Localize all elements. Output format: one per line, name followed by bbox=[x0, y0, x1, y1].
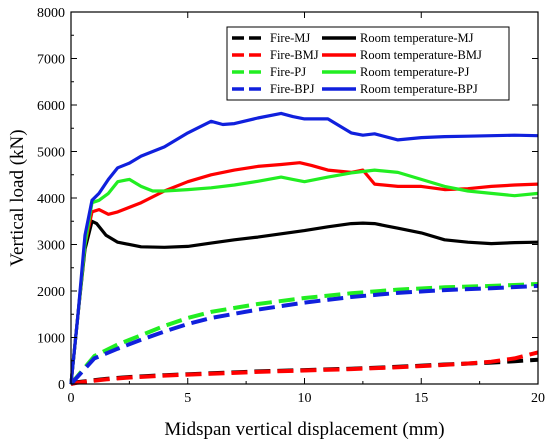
series-line-4 bbox=[69, 219, 539, 385]
series-line-2 bbox=[69, 282, 539, 386]
legend-label-1: Fire-BMJ bbox=[270, 48, 319, 62]
series-layer bbox=[69, 111, 539, 386]
y-axis-title: Vertical load (kN) bbox=[7, 129, 28, 266]
series-line-7 bbox=[69, 111, 539, 385]
series-line-1 bbox=[70, 350, 539, 386]
y-tick-label: 5000 bbox=[37, 146, 65, 161]
y-tick-label: 1000 bbox=[37, 332, 65, 347]
x-axis-title: Midspan vertical displacement (mm) bbox=[164, 419, 444, 440]
x-tick-label: 5 bbox=[184, 391, 191, 406]
legend-label-4: Room temperature-MJ bbox=[360, 31, 474, 45]
x-tick-label: 0 bbox=[68, 391, 75, 406]
legend-box bbox=[226, 26, 510, 101]
legend: Fire-MJ Room temperature-MJ Fire-BMJ Room t… bbox=[226, 26, 510, 101]
y-tick-label: 8000 bbox=[37, 6, 65, 21]
y-tick-label: 2000 bbox=[37, 285, 65, 300]
legend-label-5: Room temperature-BMJ bbox=[360, 48, 482, 62]
y-tick-label: 7000 bbox=[37, 53, 65, 68]
legend-label-3: Fire-BPJ bbox=[270, 82, 315, 96]
series-line-5 bbox=[69, 161, 539, 385]
x-tick-label: 10 bbox=[298, 391, 312, 406]
x-tick-label: 15 bbox=[414, 391, 428, 406]
series-line-6 bbox=[69, 168, 539, 385]
legend-label-7: Room temperature-BPJ bbox=[360, 82, 478, 96]
y-tick-label: 4000 bbox=[37, 192, 65, 207]
y-tick-label: 6000 bbox=[37, 99, 65, 114]
y-tick-label: 3000 bbox=[37, 239, 65, 254]
ticks-layer: 0 5 10 15 20 0 1000 2000 3000 4000 5000 6000 7000 800… bbox=[37, 6, 545, 406]
x-tick-label: 20 bbox=[531, 391, 545, 406]
legend-label-0: Fire-MJ bbox=[270, 31, 310, 45]
legend-label-2: Fire-PJ bbox=[270, 65, 306, 79]
legend-label-6: Room temperature-PJ bbox=[360, 65, 469, 79]
y-tick-label: 0 bbox=[58, 378, 65, 393]
